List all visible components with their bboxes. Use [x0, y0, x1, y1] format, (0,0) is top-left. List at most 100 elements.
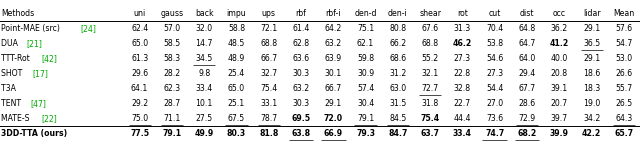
Text: cut: cut — [488, 9, 501, 18]
Text: 30.3: 30.3 — [292, 69, 310, 78]
Text: 54.7: 54.7 — [615, 39, 632, 48]
Text: [47]: [47] — [31, 99, 46, 108]
Text: 81.8: 81.8 — [259, 129, 278, 138]
Text: 46.2: 46.2 — [453, 39, 472, 48]
Text: 63.7: 63.7 — [420, 129, 440, 138]
Text: den-d: den-d — [355, 9, 377, 18]
Text: 58.8: 58.8 — [228, 24, 245, 33]
Text: 64.3: 64.3 — [615, 114, 632, 123]
Text: 36.2: 36.2 — [551, 24, 568, 33]
Text: 10.1: 10.1 — [196, 99, 213, 108]
Text: rbf: rbf — [296, 9, 307, 18]
Text: 27.5: 27.5 — [196, 114, 212, 123]
Text: 20.8: 20.8 — [551, 69, 568, 78]
Text: 75.0: 75.0 — [131, 114, 148, 123]
Text: lidar: lidar — [583, 9, 600, 18]
Text: den-i: den-i — [388, 9, 408, 18]
Text: 80.8: 80.8 — [389, 24, 406, 33]
Text: 33.4: 33.4 — [453, 129, 472, 138]
Text: 29.1: 29.1 — [324, 99, 342, 108]
Text: [21]: [21] — [26, 39, 42, 48]
Text: 31.5: 31.5 — [389, 99, 406, 108]
Text: 25.1: 25.1 — [228, 99, 245, 108]
Text: Point-MAE (src): Point-MAE (src) — [1, 24, 63, 33]
Text: 42.2: 42.2 — [582, 129, 601, 138]
Text: 36.5: 36.5 — [583, 39, 600, 48]
Text: 61.4: 61.4 — [292, 24, 310, 33]
Text: 67.7: 67.7 — [518, 84, 536, 93]
Text: 72.1: 72.1 — [260, 24, 277, 33]
Text: 84.7: 84.7 — [388, 129, 408, 138]
Text: SHOT: SHOT — [1, 69, 25, 78]
Text: 63.0: 63.0 — [389, 84, 406, 93]
Text: 31.2: 31.2 — [389, 69, 406, 78]
Text: 29.4: 29.4 — [518, 69, 536, 78]
Text: 31.8: 31.8 — [422, 99, 439, 108]
Text: 34.5: 34.5 — [196, 54, 213, 63]
Text: [24]: [24] — [81, 24, 97, 33]
Text: rbf-i: rbf-i — [326, 9, 341, 18]
Text: dist: dist — [520, 9, 534, 18]
Text: gauss: gauss — [161, 9, 184, 18]
Text: 48.9: 48.9 — [228, 54, 245, 63]
Text: 3DD-TTA (ours): 3DD-TTA (ours) — [1, 129, 67, 138]
Text: 26.6: 26.6 — [615, 69, 632, 78]
Text: 29.2: 29.2 — [131, 99, 148, 108]
Text: 75.4: 75.4 — [420, 114, 440, 123]
Text: [22]: [22] — [41, 114, 57, 123]
Text: 28.2: 28.2 — [163, 69, 180, 78]
Text: 33.4: 33.4 — [196, 84, 213, 93]
Text: 72.9: 72.9 — [518, 114, 536, 123]
Text: 57.4: 57.4 — [357, 84, 374, 93]
Text: 71.1: 71.1 — [163, 114, 180, 123]
Text: 79.1: 79.1 — [163, 129, 182, 138]
Text: 55.7: 55.7 — [615, 84, 632, 93]
Text: 72.7: 72.7 — [422, 84, 439, 93]
Text: back: back — [195, 9, 214, 18]
Text: 64.2: 64.2 — [324, 24, 342, 33]
Text: 66.7: 66.7 — [260, 54, 277, 63]
Text: rot: rot — [457, 9, 468, 18]
Text: 22.8: 22.8 — [454, 69, 471, 78]
Text: 84.5: 84.5 — [389, 114, 406, 123]
Text: 68.8: 68.8 — [422, 39, 439, 48]
Text: impu: impu — [227, 9, 246, 18]
Text: 32.0: 32.0 — [196, 24, 212, 33]
Text: 63.8: 63.8 — [291, 129, 310, 138]
Text: 22.7: 22.7 — [454, 99, 471, 108]
Text: 80.3: 80.3 — [227, 129, 246, 138]
Text: shear: shear — [419, 9, 441, 18]
Text: 48.5: 48.5 — [228, 39, 245, 48]
Text: 64.8: 64.8 — [518, 24, 536, 33]
Text: 32.8: 32.8 — [454, 84, 471, 93]
Text: uni: uni — [134, 9, 146, 18]
Text: 65.0: 65.0 — [228, 84, 245, 93]
Text: 75.1: 75.1 — [357, 24, 374, 33]
Text: TENT: TENT — [1, 99, 24, 108]
Text: 63.2: 63.2 — [324, 39, 342, 48]
Text: 31.3: 31.3 — [454, 24, 471, 33]
Text: 67.5: 67.5 — [228, 114, 245, 123]
Text: 30.1: 30.1 — [324, 69, 342, 78]
Text: 79.1: 79.1 — [357, 114, 374, 123]
Text: 32.1: 32.1 — [422, 69, 439, 78]
Text: 63.9: 63.9 — [324, 54, 342, 63]
Text: 63.6: 63.6 — [292, 54, 310, 63]
Text: 27.3: 27.3 — [454, 54, 471, 63]
Text: 72.0: 72.0 — [324, 114, 343, 123]
Text: 69.5: 69.5 — [291, 114, 310, 123]
Text: 28.6: 28.6 — [518, 99, 536, 108]
Text: 65.7: 65.7 — [614, 129, 634, 138]
Text: 53.0: 53.0 — [615, 54, 632, 63]
Text: 40.0: 40.0 — [550, 54, 568, 63]
Text: 68.2: 68.2 — [517, 129, 537, 138]
Text: 39.1: 39.1 — [550, 84, 568, 93]
Text: 29.1: 29.1 — [583, 24, 600, 33]
Text: 54.6: 54.6 — [486, 54, 504, 63]
Text: 62.8: 62.8 — [292, 39, 310, 48]
Text: Methods: Methods — [1, 9, 35, 18]
Text: 66.2: 66.2 — [389, 39, 406, 48]
Text: 49.9: 49.9 — [195, 129, 214, 138]
Text: ups: ups — [262, 9, 276, 18]
Text: 61.3: 61.3 — [131, 54, 148, 63]
